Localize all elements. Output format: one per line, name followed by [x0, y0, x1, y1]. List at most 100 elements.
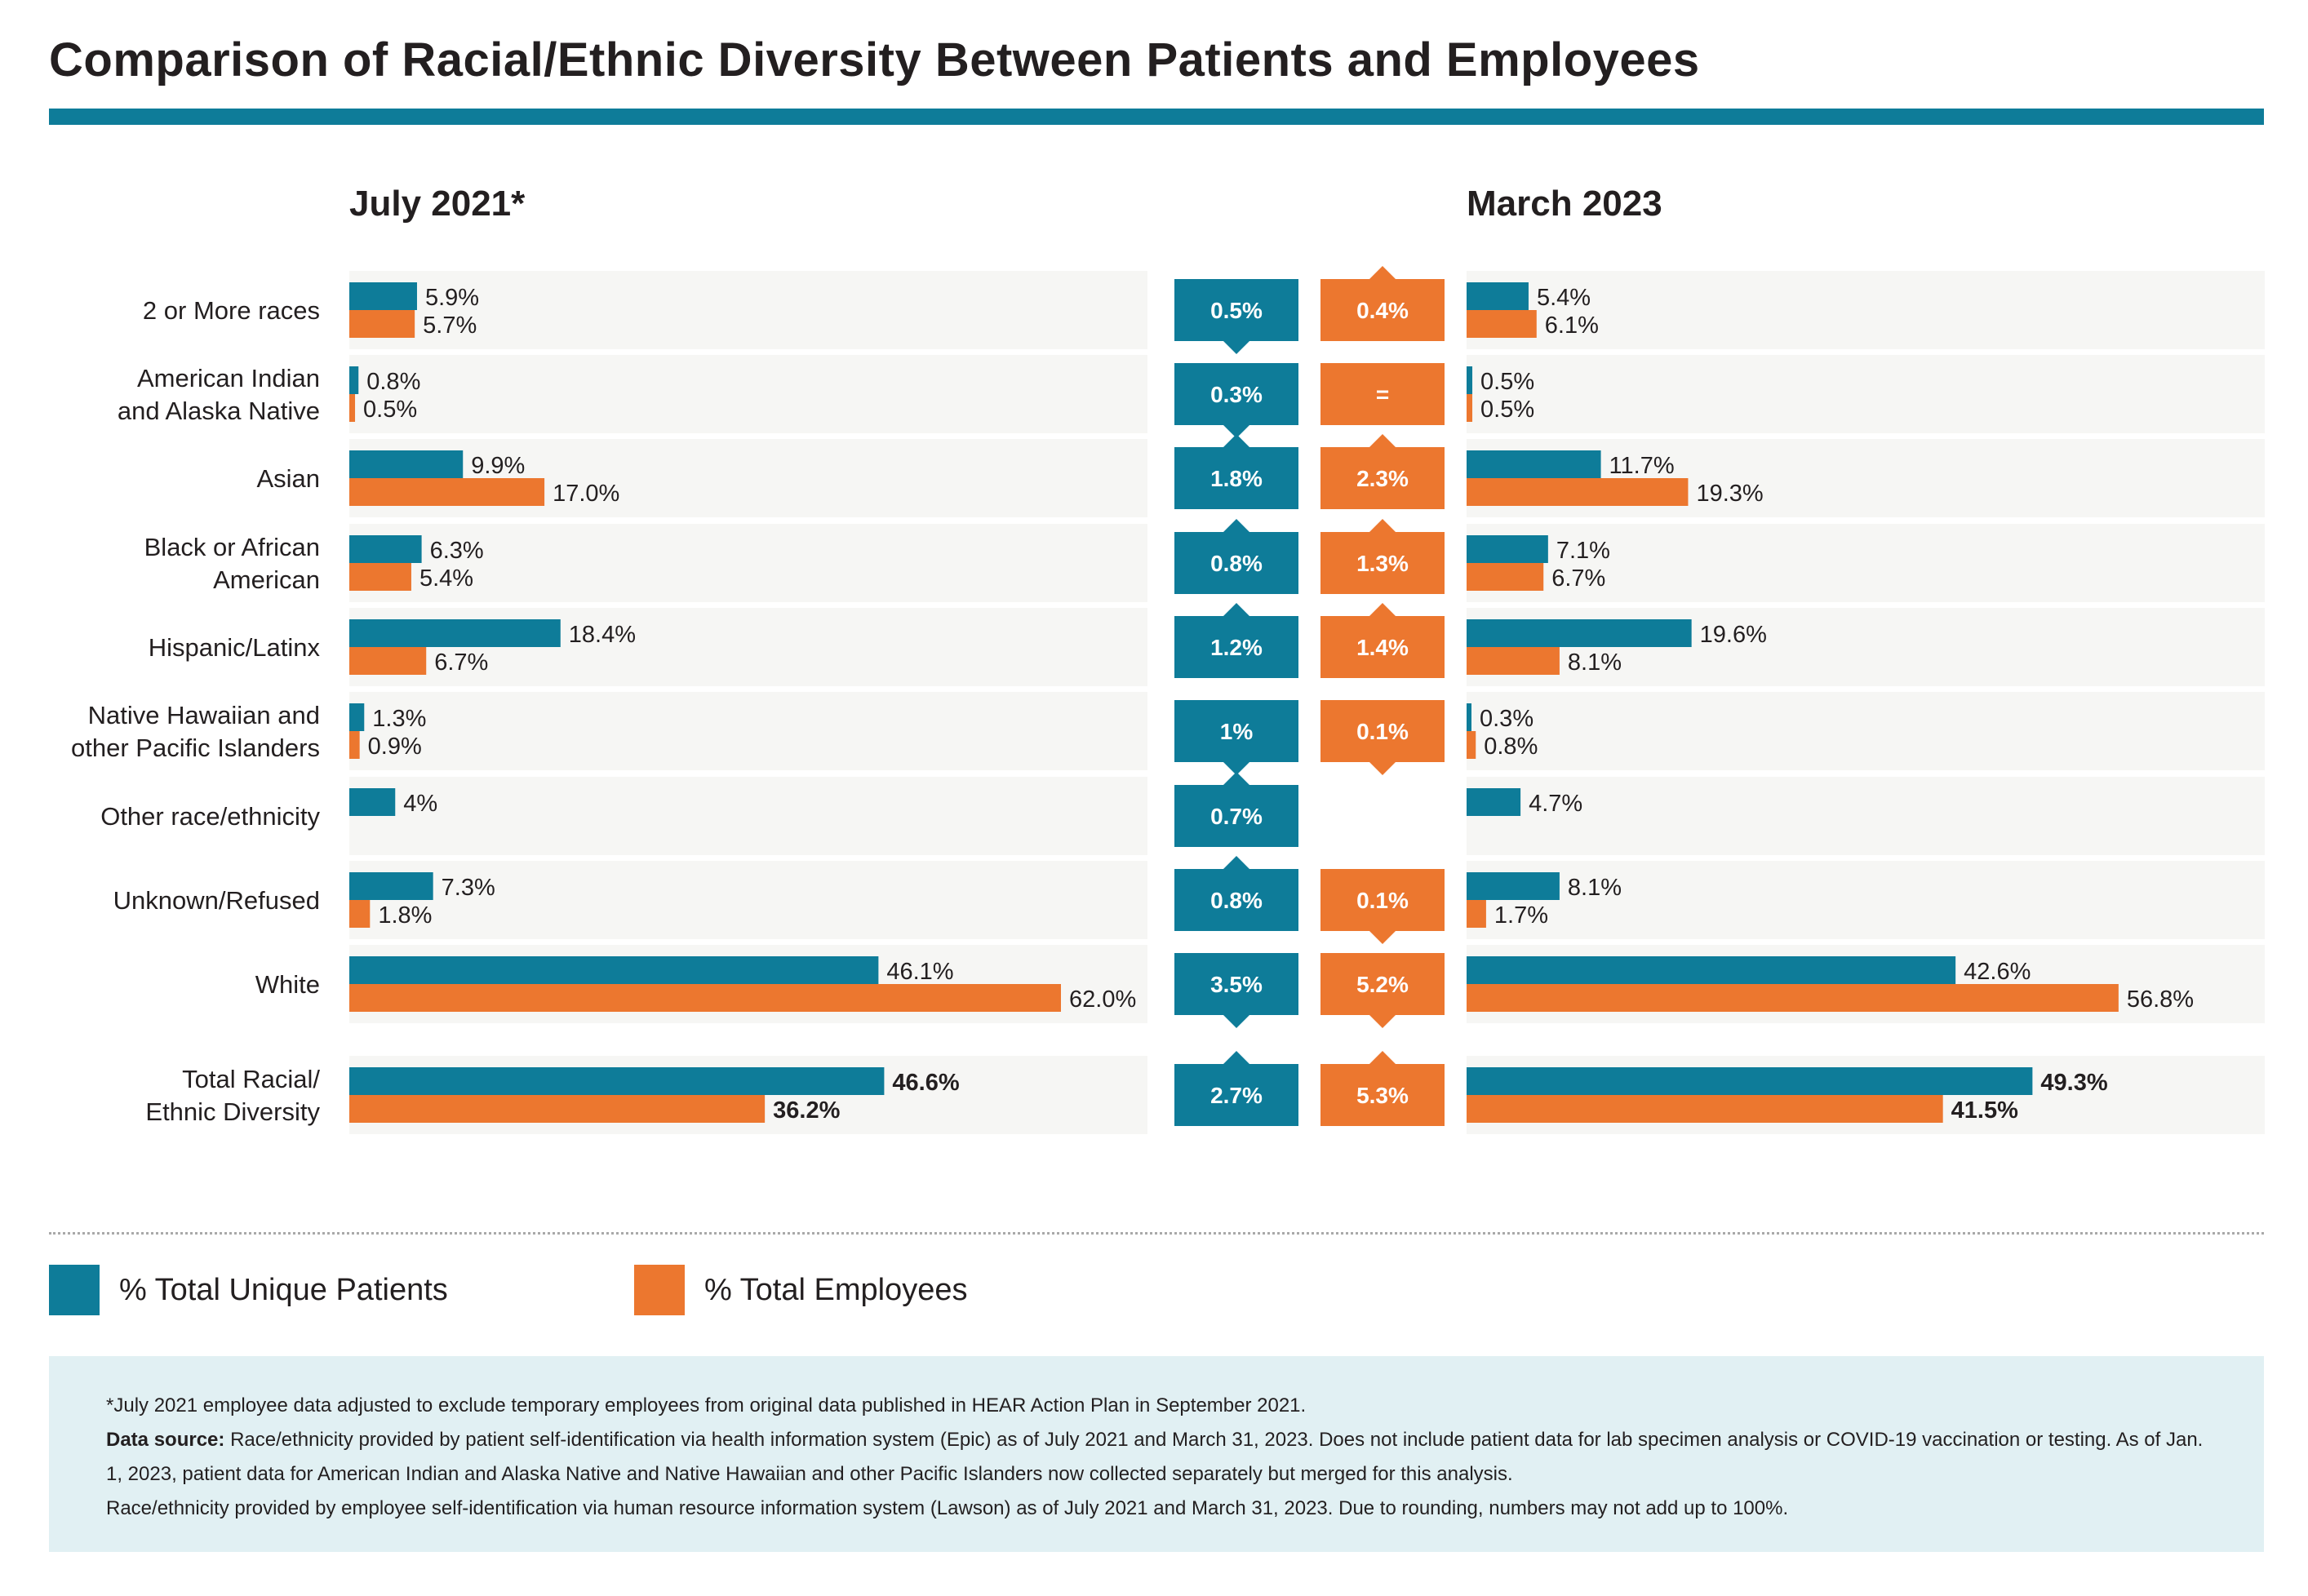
change-patients-badge	[1174, 519, 1298, 594]
data-label-employees-july-2021: 62.0%	[1069, 986, 1136, 1013]
data-label-employees-march-2023: 56.8%	[2127, 986, 2194, 1013]
data-label-patients-july-2021: 46.6%	[892, 1070, 959, 1096]
data-label-patients-march-2023: 8.1%	[1568, 875, 1622, 901]
data-label-employees-july-2021: 5.4%	[419, 565, 473, 592]
bar-employees-march-2023	[1467, 731, 1476, 759]
data-label-patients-march-2023: 42.6%	[1964, 959, 2031, 985]
data-label-patients-march-2023: 0.5%	[1480, 369, 1534, 395]
change-patients-badge	[1174, 603, 1298, 678]
data-label-patients-july-2021: 7.3%	[442, 875, 495, 901]
data-label-patients-march-2023: 0.3%	[1480, 706, 1533, 732]
change-employees-badge	[1320, 266, 1445, 341]
category-label: Other race/ethnicity	[100, 802, 320, 831]
row-background-july-2021	[349, 524, 1147, 602]
bar-employees-july-2021	[349, 1095, 766, 1123]
data-label-patients-july-2021: 9.9%	[471, 453, 525, 479]
category-label: Hispanic/Latinx	[149, 633, 321, 662]
bar-employees-march-2023	[1467, 984, 2119, 1012]
data-label-patients-july-2021: 0.8%	[366, 369, 420, 395]
category-label: Unknown/Refused	[113, 886, 320, 915]
title-rule	[49, 109, 2264, 125]
bar-employees-march-2023	[1467, 647, 1560, 675]
bar-patients-july-2021	[349, 450, 464, 478]
change-employees-label: 1.3%	[1356, 551, 1409, 576]
data-label-employees-march-2023: 0.5%	[1480, 397, 1534, 423]
change-patients-label: 1%	[1220, 719, 1254, 744]
change-patients-label: 0.8%	[1210, 888, 1263, 913]
footnote: *July 2021 employee data adjusted to exc…	[106, 1394, 1307, 1416]
data-label-employees-march-2023: 6.1%	[1545, 313, 1599, 339]
data-label-employees-march-2023: 41.5%	[1951, 1097, 2018, 1124]
data-source-note: Data source: Race/ethnicity provided by …	[106, 1423, 2207, 1492]
change-patients-badge	[1174, 363, 1298, 438]
data-label-patients-march-2023: 19.6%	[1700, 622, 1767, 648]
bar-patients-july-2021	[349, 1067, 885, 1095]
bar-patients-march-2023	[1467, 703, 1471, 731]
change-patients-label: 1.2%	[1210, 635, 1263, 660]
bar-employees-march-2023	[1467, 1095, 1943, 1123]
data-label-employees-july-2021: 0.5%	[363, 397, 417, 423]
row-background-july-2021	[349, 355, 1147, 433]
legend-item-patients: % Total Unique Patients	[49, 1265, 448, 1315]
legend-swatch-employees	[634, 1265, 685, 1315]
data-label-patients-july-2021: 6.3%	[430, 538, 484, 564]
change-patients-badge	[1174, 700, 1298, 775]
category-label: Total Racial/Ethnic Diversity	[145, 1065, 320, 1126]
bar-patients-march-2023	[1467, 1067, 2033, 1095]
data-label-employees-july-2021: 6.7%	[434, 649, 488, 676]
bar-employees-july-2021	[349, 563, 411, 591]
data-label-patients-march-2023: 7.1%	[1556, 538, 1610, 564]
change-patients-label: 1.8%	[1210, 466, 1263, 491]
legend-label-employees: % Total Employees	[704, 1272, 968, 1307]
legend-label-patients: % Total Unique Patients	[119, 1272, 448, 1307]
bar-employees-march-2023	[1467, 394, 1473, 422]
data-source-text: Race/ethnicity provided by patient self-…	[106, 1429, 2204, 1485]
data-label-employees-march-2023: 1.7%	[1494, 902, 1548, 929]
change-patients-label: 0.7%	[1210, 804, 1263, 829]
change-employees-badge	[1320, 700, 1445, 775]
data-label-employees-march-2023: 19.3%	[1696, 481, 1763, 507]
data-label-patients-july-2021: 5.9%	[425, 285, 479, 311]
change-employees-label: 0.1%	[1356, 719, 1409, 744]
bar-employees-march-2023	[1467, 900, 1486, 928]
period-label-march-2023: March 2023	[1467, 184, 1662, 224]
bar-patients-march-2023	[1467, 956, 1956, 984]
bar-patients-july-2021	[349, 535, 422, 563]
change-employees-label: 2.3%	[1356, 466, 1409, 491]
data-label-employees-july-2021: 17.0%	[553, 481, 619, 507]
bar-patients-march-2023	[1467, 619, 1692, 647]
bar-employees-july-2021	[349, 900, 371, 928]
change-employees-label: 1.4%	[1356, 635, 1409, 660]
row-background-march-2023	[1467, 271, 2265, 349]
row-background-july-2021	[349, 692, 1147, 770]
row-background-july-2021	[349, 861, 1147, 939]
period-label-july-2021: July 2021*	[349, 184, 526, 224]
row-background-march-2023	[1467, 524, 2265, 602]
change-employees-label: 0.4%	[1356, 298, 1409, 323]
change-patients-badge	[1174, 1051, 1298, 1126]
bar-patients-march-2023	[1467, 450, 1601, 478]
legend-swatch-patients	[49, 1265, 100, 1315]
bar-patients-march-2023	[1467, 282, 1529, 310]
bar-patients-march-2023	[1467, 788, 1521, 816]
chart-title: Comparison of Racial/Ethnic Diversity Be…	[49, 33, 1700, 86]
data-source-note-2: Race/ethnicity provided by employee self…	[106, 1497, 1789, 1519]
change-patients-label: 0.8%	[1210, 551, 1263, 576]
category-label: White	[255, 970, 320, 999]
change-patients-label: 0.3%	[1210, 382, 1263, 407]
bar-employees-march-2023	[1467, 310, 1537, 338]
change-employees-badge	[1320, 434, 1445, 509]
bar-patients-july-2021	[349, 956, 879, 984]
category-label: Asian	[256, 464, 320, 493]
data-label-patients-march-2023: 49.3%	[2040, 1070, 2107, 1096]
bar-patients-july-2021	[349, 366, 359, 394]
bar-patients-july-2021	[349, 788, 396, 816]
change-patients-badge	[1174, 434, 1298, 509]
row-background-july-2021	[349, 271, 1147, 349]
data-label-patients-march-2023: 11.7%	[1609, 453, 1675, 479]
change-employees-label: 5.3%	[1356, 1083, 1409, 1108]
bar-patients-march-2023	[1467, 872, 1560, 900]
bar-patients-march-2023	[1467, 535, 1548, 563]
data-label-patients-july-2021: 18.4%	[569, 622, 636, 648]
row-background-march-2023	[1467, 777, 2265, 855]
